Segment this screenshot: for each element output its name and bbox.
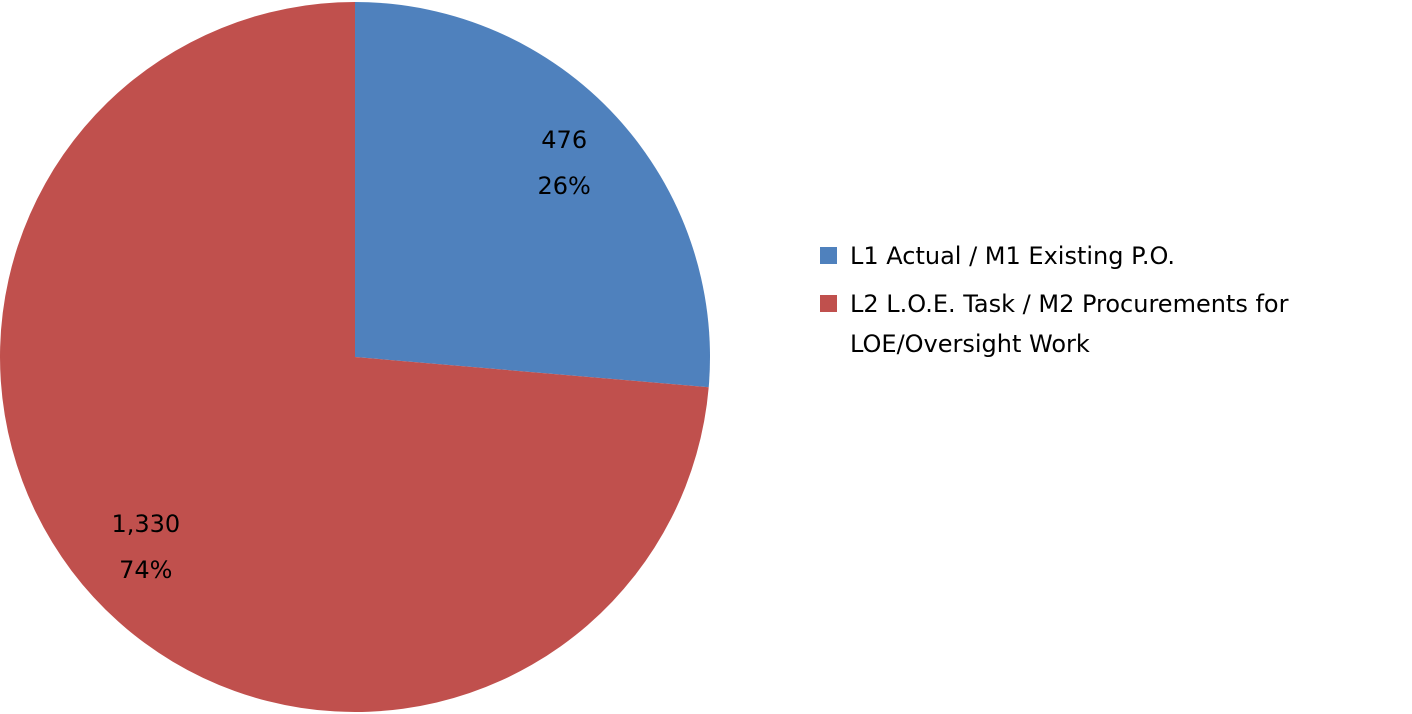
percent-label: 26% [538,172,591,200]
pie-slice [355,2,710,388]
legend: L1 Actual / M1 Existing P.O. L2 L.O.E. Ta… [820,236,1410,372]
legend-swatch [820,247,837,264]
pie-slice [0,2,709,712]
value-label: 476 [541,126,587,154]
percent-label: 74% [119,556,172,584]
legend-label: L2 L.O.E. Task / M2 Procurements for LOE… [850,290,1289,358]
legend-swatch [820,295,837,312]
legend-item: L1 Actual / M1 Existing P.O. [820,236,1410,276]
value-label: 1,330 [111,510,180,538]
legend-label: L1 Actual / M1 Existing P.O. [850,242,1176,270]
legend-item: L2 L.O.E. Task / M2 Procurements for LOE… [820,284,1410,364]
chart: 476 26% 1,330 74% [0,2,710,712]
